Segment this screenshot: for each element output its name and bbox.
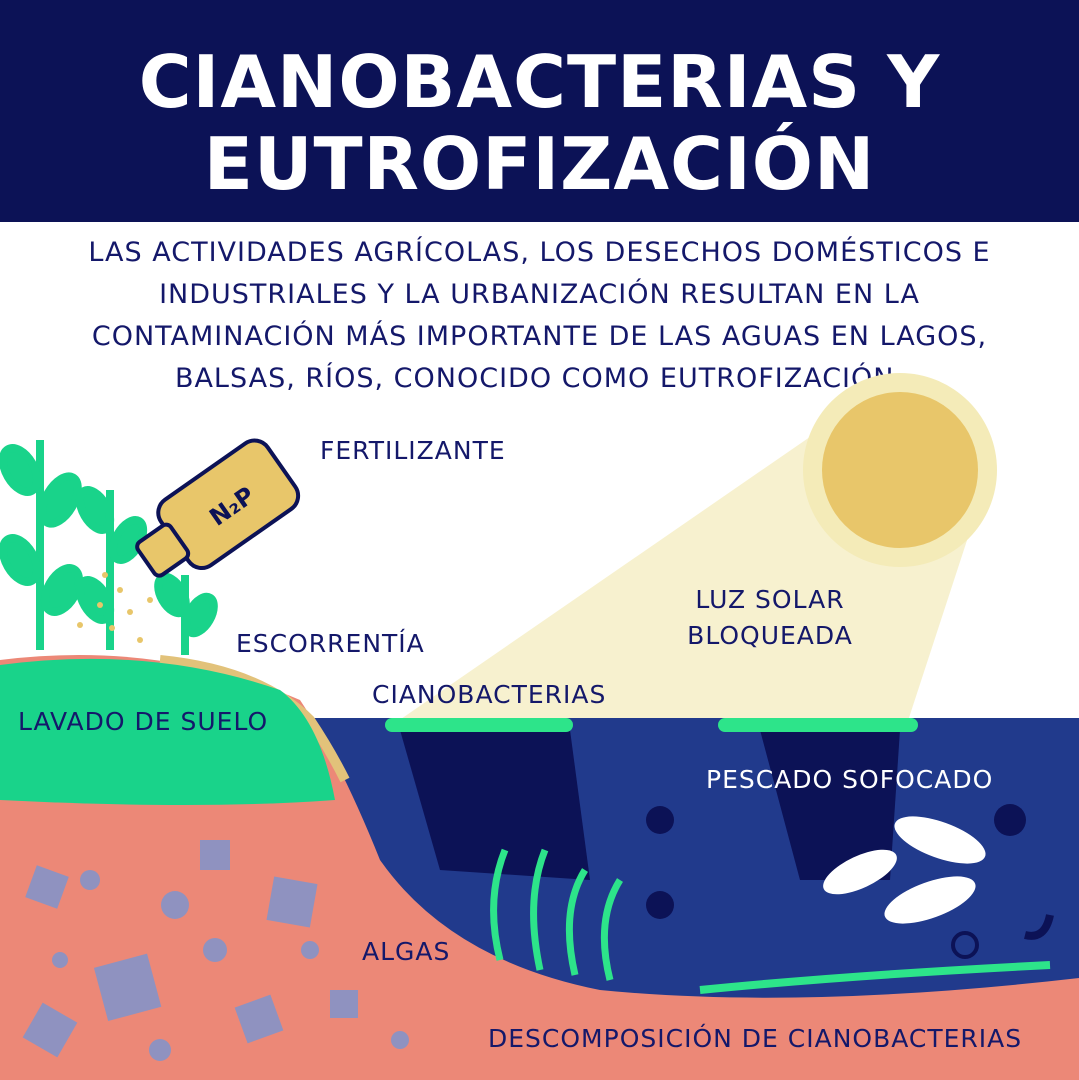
algae-plants: [490, 848, 623, 981]
eutrophication-illustration: N₂P: [0, 373, 1079, 1080]
plants: [0, 440, 218, 655]
label-escorrentia: ESCORRENTÍA: [236, 629, 425, 658]
label-pescado-sofocado: PESCADO SOFOCADO: [706, 765, 994, 794]
sun: [803, 373, 997, 567]
label-luz-solar-bloqueada: LUZ SOLAR BLOQUEADA: [680, 582, 860, 654]
sand-edge: [159, 655, 350, 783]
cyanobacteria-mats: [385, 718, 918, 732]
label-algas: ALGAS: [362, 937, 451, 966]
label-descomposicion: DESCOMPOSICIÓN DE CIANOBACTERIAS: [488, 1024, 1023, 1053]
title-line-2: EUTROFIZACIÓN: [203, 122, 876, 206]
cyanobacteria-shadow: [400, 730, 900, 880]
label-cianobacterias: CIANOBACTERIAS: [372, 680, 607, 709]
fertilizer-bottle: N₂P: [135, 438, 301, 578]
title-line-1: CIANOBACTERIAS Y: [138, 40, 941, 124]
soil-pebbles: [22, 840, 409, 1061]
title-banner: CIANOBACTERIAS Y EUTROFIZACIÓN: [0, 0, 1079, 222]
label-fertilizante: FERTILIZANTE: [320, 436, 506, 465]
grass-hill: [0, 658, 335, 805]
bacteria-particles: [646, 804, 1054, 959]
fertilizer-granules: [77, 572, 153, 643]
intro-text: LAS ACTIVIDADES AGRÍCOLAS, LOS DESECHOS …: [88, 237, 991, 394]
dead-fish: [823, 816, 986, 924]
decomposing-layer: [699, 961, 1051, 994]
label-luz-solar: LUZ SOLAR: [695, 585, 845, 614]
label-bloqueada: BLOQUEADA: [687, 621, 853, 650]
label-lavado-de-suelo: LAVADO DE SUELO: [18, 707, 269, 736]
